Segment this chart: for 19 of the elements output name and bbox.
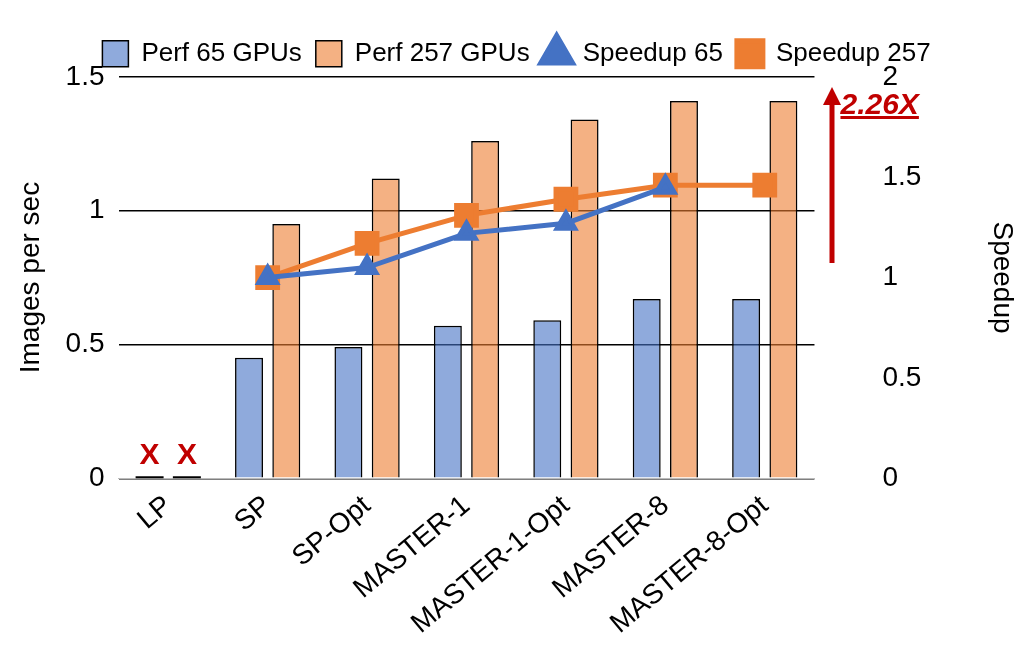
annotation: X xyxy=(176,436,197,470)
legend-label: Perf 257 GPUs xyxy=(354,36,530,67)
y-tick-label: 0 xyxy=(88,460,105,492)
legend-label: Speedup 65 xyxy=(582,36,723,67)
y-tick-label: 1.5 xyxy=(65,59,105,91)
y2-axis-title: Speedup xyxy=(988,221,1020,334)
y2-tick-label: 1 xyxy=(882,260,899,292)
text: 2.26X xyxy=(840,86,919,121)
annotation: X xyxy=(139,436,160,470)
y2-tick-label: 0 xyxy=(882,460,899,492)
x-tick-label: SP xyxy=(227,488,277,537)
y-axis-title: Images per sec xyxy=(13,181,45,374)
legend-label: Speedup 257 xyxy=(775,36,931,67)
y2-tick-label: 1.5 xyxy=(882,159,922,191)
y-tick-label: 0.5 xyxy=(65,327,105,359)
y-tick-label: 1 xyxy=(88,193,105,225)
x-tick-label: LP xyxy=(130,488,178,535)
legend-label: Perf 65 GPUs xyxy=(141,36,302,67)
y2-tick-label: 0.5 xyxy=(882,360,922,392)
